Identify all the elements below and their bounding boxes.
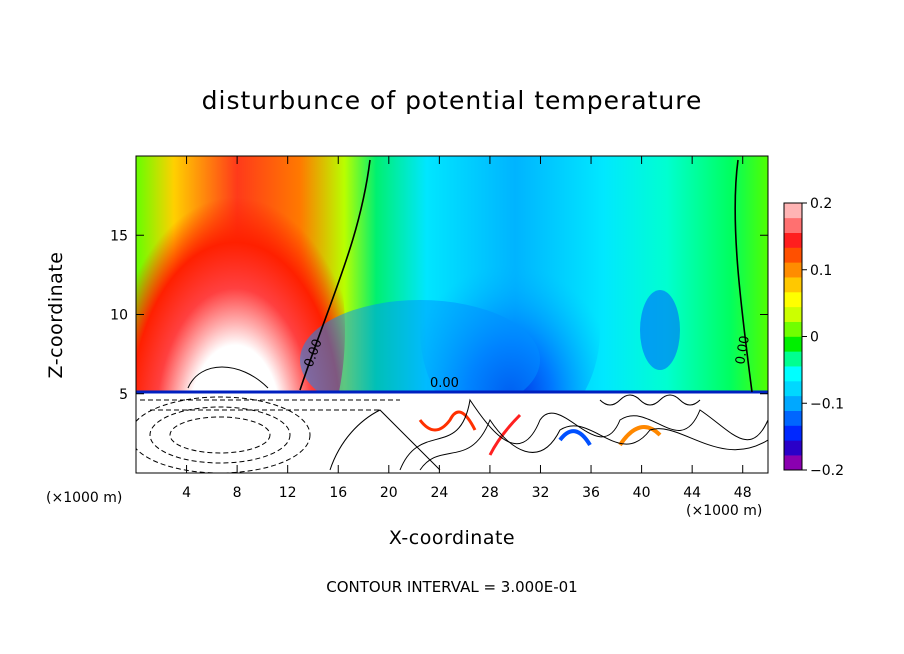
colorbar-swatch [784,247,802,263]
x-axis: 4 8 12 16 20 24 28 32 36 40 44 48 [182,156,752,501]
colorbar-swatch [784,455,802,471]
colorbar-tick-label: −0.1 [810,396,844,412]
y-tick-label: 15 [110,228,128,244]
colorbar-swatch [784,262,802,278]
x-tick-label: 44 [683,485,701,501]
y-tick-label: 10 [110,308,128,324]
x-tick-label: 20 [380,485,398,501]
colorbar-swatch [784,425,802,441]
y-tick-label: 5 [119,387,128,403]
colorbar-tick-label: 0.2 [810,196,832,212]
colorbar-tick-label: 0 [810,330,819,346]
x-tick-label: 32 [532,485,550,501]
colorbar-swatch [784,336,802,352]
x-tick-label: 48 [734,485,752,501]
colorbar-tick-label: −0.2 [810,463,844,479]
x-tick-label: 8 [233,485,242,501]
colorbar-swatch [784,381,802,397]
contour-label: 0.00 [733,335,753,366]
x-tick-label: 4 [182,485,191,501]
x-tick-label: 36 [582,485,600,501]
colorbar-tick-label: 0.1 [810,263,832,279]
colorbar-swatch [784,292,802,308]
colorbar-swatch [784,203,802,219]
colorbar-swatch [784,277,802,293]
colorbar-swatch [784,351,802,367]
colorbar-swatch [784,366,802,382]
colorbar-swatch [784,232,802,248]
x-tick-label: 16 [329,485,347,501]
field-shading [136,156,768,473]
x-tick-label: 24 [430,485,448,501]
colorbar-swatch [784,395,802,411]
x-axis-label: X-coordinate [388,527,516,549]
colorbar-swatch [784,321,802,337]
x-unit-label-left: (×1000 m) [46,490,123,506]
x-tick-label: 12 [279,485,297,501]
contour-interval-note: CONTOUR INTERVAL = 3.000E-01 [326,578,578,596]
colorbar-swatch [784,217,802,233]
x-tick-label: 40 [633,485,651,501]
x-unit-label-right: (×1000 m) [686,503,763,519]
y-axis: 5 10 15 [110,228,768,403]
colorbar: −0.2 −0.1 0 0.1 0.2 [783,196,844,479]
colorbar-swatch [784,306,802,322]
chart-title: disturbunce of potential temperature [201,86,703,115]
x-tick-label: 28 [481,485,499,501]
colorbar-swatch [784,410,802,426]
colorbar-swatch [784,440,802,456]
contour-label: 0.00 [430,376,459,391]
